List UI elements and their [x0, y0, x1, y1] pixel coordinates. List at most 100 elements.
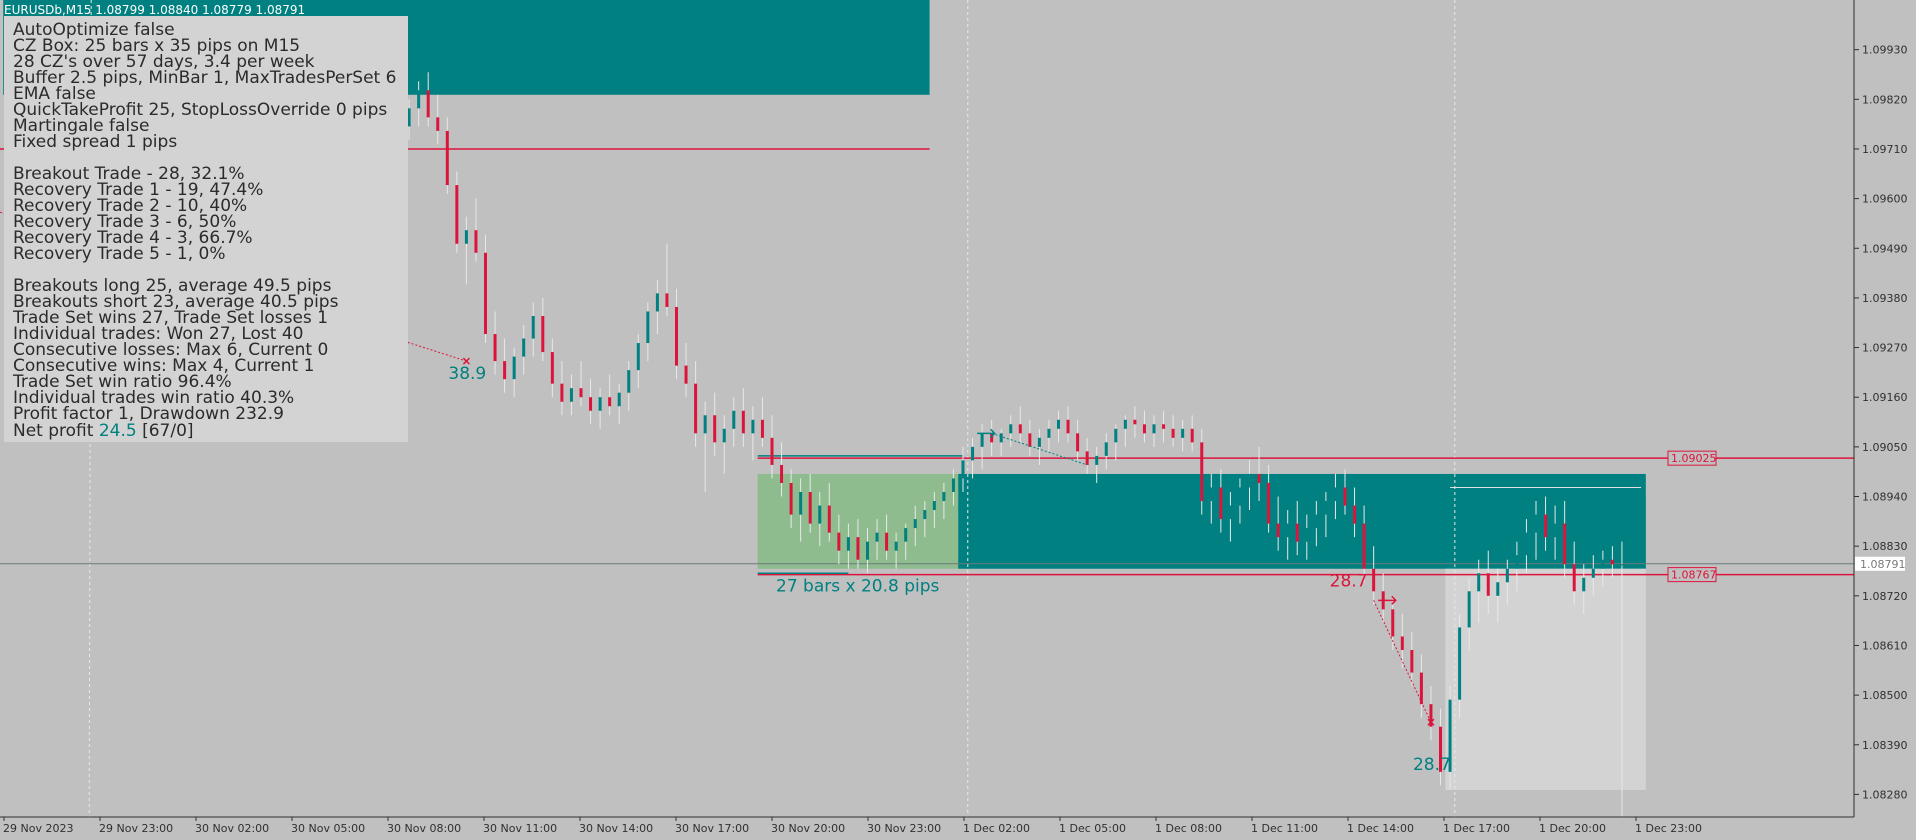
info-panel-line: Buffer 2.5 pips, MinBar 1, MaxTradesPerS…: [13, 68, 396, 88]
price-tick-label: 1.08500: [1862, 689, 1908, 702]
time-tick-label: 30 Nov 11:00: [483, 822, 557, 835]
info-panel-line: Recovery Trade 1 - 19, 47.4%: [13, 180, 263, 200]
current-price-label: 1.08791: [1860, 558, 1906, 571]
candle-bull: [1314, 514, 1318, 529]
candle-bull: [1467, 591, 1471, 628]
candle-bull: [1620, 564, 1624, 566]
price-label-box: [1667, 450, 1717, 466]
time-axis: 29 Nov 2023 29 Nov 23:00 30 Nov 02:00 30 No…: [0, 816, 1854, 835]
candle-bull: [1095, 455, 1099, 465]
time-tick-label: 1 Dec 14:00: [1347, 822, 1414, 835]
zone-green-1: [757, 473, 968, 569]
candle-bear: [1295, 523, 1299, 542]
candle-bear: [608, 397, 612, 407]
candle-bear: [1162, 424, 1166, 429]
candle-bear: [1353, 505, 1357, 524]
candle-bull: [1248, 473, 1251, 488]
time-tick-label: 1 Dec 17:00: [1443, 822, 1510, 835]
candle-bull: [1324, 501, 1328, 515]
time-axis-ticks: 29 Nov 2023 29 Nov 23:00 30 Nov 02:00 30 No…: [3, 817, 1702, 835]
candle-bull: [703, 415, 707, 434]
candle-bear: [1429, 704, 1433, 727]
candle-bull: [464, 230, 468, 244]
candle-bull: [1037, 437, 1041, 447]
candle-bull: [722, 428, 726, 443]
trade-label: 28.7: [1330, 571, 1368, 591]
candle-bear: [856, 537, 860, 560]
candle-bull: [1524, 532, 1528, 556]
price-tick-label: 1.09270: [1862, 342, 1908, 355]
candle-bull: [1553, 523, 1557, 538]
candle-bull: [1448, 699, 1452, 772]
net-profit-line: Net profit 24.5 [67/0]: [13, 421, 194, 441]
candle-bear: [1563, 523, 1567, 565]
info-panel-line: Breakouts long 25, average 49.5 pips: [13, 276, 332, 296]
candle-bear: [1486, 573, 1490, 596]
time-tick-label: 1 Dec 02:00: [963, 822, 1030, 835]
info-panel-line: Recovery Trade 4 - 3, 66.7%: [13, 228, 253, 248]
candle-bull: [569, 388, 573, 402]
candle-bull: [751, 419, 755, 434]
price-tick-label: 1.08720: [1862, 590, 1908, 603]
candle-bull: [980, 433, 984, 447]
arrow-right-icon: [977, 428, 996, 438]
price-label: 1.09025: [1671, 452, 1717, 465]
time-tick-label: 1 Dec 08:00: [1155, 822, 1222, 835]
time-tick-label: 29 Nov 2023: [3, 822, 73, 835]
time-tick-label: 30 Nov 17:00: [675, 822, 749, 835]
candle-bear: [484, 252, 487, 335]
candle-bear: [550, 352, 554, 384]
info-panel-line: EMA false: [13, 84, 96, 104]
candle-bear: [808, 492, 812, 524]
candle-bull: [655, 293, 659, 312]
candle-bull: [1238, 487, 1242, 506]
candle-bull: [1286, 523, 1290, 538]
candle-bear: [1572, 564, 1576, 592]
time-tick-label: 29 Nov 23:00: [99, 822, 173, 835]
candle-bull: [1582, 577, 1586, 592]
candle-bear: [445, 130, 449, 186]
candle-bull: [522, 338, 526, 357]
info-panel-line: Breakout Trade - 28, 32.1%: [13, 164, 245, 184]
candle-bull: [732, 410, 736, 429]
net-profit-value: 24.5: [99, 421, 137, 441]
candle-bull: [951, 478, 955, 493]
candle-bear: [1362, 523, 1366, 569]
zone-teal-2: [958, 473, 1646, 569]
info-panel-line: Trade Set wins 27, Trade Set losses 1: [12, 308, 328, 328]
candle-bear: [741, 410, 745, 434]
candle-bear: [665, 293, 669, 307]
price-tick-label: 1.09490: [1862, 242, 1908, 255]
time-tick-label: 1 Dec 20:00: [1539, 822, 1606, 835]
candle-bear: [589, 397, 593, 411]
time-tick-label: 30 Nov 14:00: [579, 822, 653, 835]
candle-bear: [436, 117, 440, 131]
net-profit-suffix: [67/0]: [137, 421, 194, 441]
candle-bear: [1219, 487, 1223, 520]
candle-bull: [961, 460, 965, 479]
candle-bear: [1066, 419, 1070, 434]
candle-bear: [503, 361, 507, 380]
candle-bull: [1601, 559, 1605, 569]
candle-bull: [904, 528, 908, 542]
price-tick-label: 1.08610: [1862, 639, 1908, 652]
time-tick-label: 30 Nov 08:00: [387, 822, 461, 835]
candle-bull: [1009, 424, 1013, 434]
info-panel-line: AutoOptimize false: [13, 20, 175, 40]
candle-bull: [1114, 428, 1118, 443]
candle-bear: [1257, 473, 1261, 483]
info-panel-background: [4, 16, 408, 442]
candle-bear: [426, 90, 430, 118]
candle-bull: [512, 356, 516, 380]
candle-bear: [493, 334, 497, 362]
candle-bear: [885, 532, 889, 551]
price-tick-label: 1.08940: [1862, 491, 1908, 504]
price-tick-label: 1.09930: [1862, 44, 1908, 57]
candle-bear: [990, 433, 994, 443]
candle-bull: [1477, 573, 1481, 592]
candle-bull: [818, 505, 822, 524]
candle-bear: [684, 365, 688, 384]
candle-bear: [1400, 636, 1404, 650]
